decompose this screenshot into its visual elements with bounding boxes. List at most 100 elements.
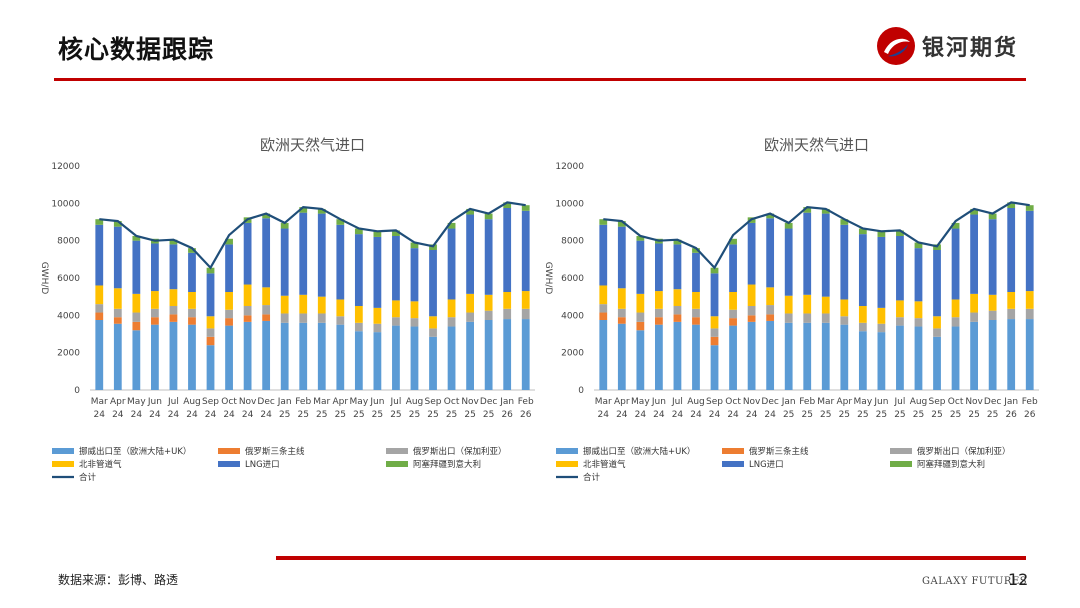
bar-segment bbox=[225, 244, 233, 292]
bar-segment bbox=[729, 238, 737, 245]
x-tick-label: Feb bbox=[1022, 397, 1038, 407]
y-tick-label: 4000 bbox=[561, 311, 584, 321]
bar-segment bbox=[877, 332, 886, 390]
bar-segment bbox=[299, 322, 308, 390]
bar-segment bbox=[988, 294, 997, 311]
x-tick-label-year: 24 bbox=[94, 410, 106, 420]
bar-segment bbox=[729, 292, 737, 310]
bar-segment bbox=[970, 208, 978, 215]
x-tick-label: Nov bbox=[743, 397, 761, 407]
bar-segment bbox=[373, 231, 382, 237]
x-tick-label: Oct bbox=[221, 397, 237, 407]
bar-segment bbox=[877, 323, 886, 333]
x-tick-label-year: 25 bbox=[446, 410, 457, 420]
bar-segment bbox=[429, 316, 437, 329]
x-tick-label: Jul bbox=[167, 397, 179, 407]
x-tick-label: May bbox=[854, 397, 873, 407]
y-tick-label: 2000 bbox=[561, 349, 584, 359]
bar-segment bbox=[673, 306, 682, 315]
bar-segment bbox=[766, 218, 775, 288]
bar-segment bbox=[225, 238, 233, 245]
bar-segment bbox=[336, 224, 345, 300]
bar-segment bbox=[280, 322, 289, 390]
bar-segment bbox=[262, 305, 271, 315]
bar-segment bbox=[410, 248, 419, 302]
bar-segment bbox=[206, 336, 215, 346]
bar-segment bbox=[243, 306, 252, 316]
bar-segment bbox=[673, 289, 682, 306]
bar-segment bbox=[429, 250, 437, 317]
y-axis-label: GWH/D bbox=[543, 262, 553, 295]
bar-segment bbox=[225, 292, 233, 310]
bar-segment bbox=[280, 295, 289, 314]
bar-segment bbox=[673, 321, 682, 390]
bar-segment bbox=[747, 222, 756, 285]
bar-segment bbox=[951, 299, 960, 318]
bar-segment bbox=[484, 213, 493, 220]
x-tick-label-year: 25 bbox=[353, 410, 364, 420]
bar-segment bbox=[747, 306, 756, 316]
x-tick-label-year: 25 bbox=[968, 410, 979, 420]
x-tick-label: Mar bbox=[313, 397, 330, 407]
bar-segment bbox=[951, 228, 960, 300]
x-tick-label: Apr bbox=[333, 397, 349, 407]
chart-left-svg: 欧洲天然气进口 GWH/D 0 2000 4000 6000 8000 10000 12000 M… bbox=[39, 136, 535, 483]
bar-segment bbox=[821, 322, 830, 390]
legend-label: 合计 bbox=[79, 472, 97, 483]
bar-segment bbox=[113, 221, 122, 227]
chart-right: 欧洲天然气进口 GWH/D 0 2000 4000 6000 8000 10000 12000 M… bbox=[534, 130, 1054, 500]
bar-segment bbox=[113, 288, 122, 309]
x-tick-label-year: 24 bbox=[149, 410, 161, 420]
bar-segment bbox=[988, 310, 997, 320]
x-tick-label-year: 24 bbox=[727, 410, 739, 420]
bar-segment bbox=[803, 322, 812, 390]
bar-segment bbox=[617, 323, 626, 390]
brand-name: 银河期货 bbox=[922, 36, 1019, 61]
bar-segment bbox=[766, 314, 775, 321]
legend-swatch bbox=[890, 461, 912, 467]
bar-segment bbox=[747, 321, 756, 390]
footer-divider bbox=[276, 556, 1026, 560]
x-tick-label: May bbox=[350, 397, 369, 407]
x-tick-label: Jun bbox=[147, 397, 162, 407]
bar-segment bbox=[784, 313, 793, 323]
legend-swatch bbox=[218, 448, 240, 454]
x-tick-label: Jul bbox=[390, 397, 402, 407]
x-tick-label-year: 25 bbox=[857, 410, 868, 420]
bar-segment bbox=[188, 308, 196, 318]
y-tick-label: 12000 bbox=[555, 162, 584, 172]
bar-segment bbox=[803, 313, 812, 323]
bar-segment bbox=[410, 301, 419, 319]
bar-segment bbox=[206, 316, 215, 329]
bar-segment bbox=[803, 207, 812, 213]
bar-segment bbox=[914, 248, 923, 302]
bar-segment bbox=[336, 316, 345, 325]
bar-segment bbox=[447, 326, 456, 390]
bar-segment bbox=[354, 331, 363, 390]
bar-segment bbox=[410, 318, 419, 327]
bar-segment bbox=[914, 318, 923, 327]
bar-segment bbox=[503, 308, 512, 320]
bar-segment bbox=[373, 236, 382, 308]
x-tick-label: Nov bbox=[239, 397, 257, 407]
bar-segment bbox=[803, 212, 812, 295]
bar-segment bbox=[132, 236, 141, 241]
x-tick-label-year: 24 bbox=[223, 410, 235, 420]
x-tick-label-year: 25 bbox=[298, 410, 309, 420]
bar-segment bbox=[447, 228, 456, 300]
bar-segment bbox=[1007, 308, 1016, 320]
legend-label: 合计 bbox=[583, 472, 601, 483]
bar-segment bbox=[169, 314, 178, 322]
bar-segment bbox=[803, 294, 812, 314]
x-tick-label: Aug bbox=[687, 397, 705, 407]
bar-segment bbox=[840, 324, 849, 390]
legend-swatch bbox=[556, 448, 578, 454]
x-tick-label: Jun bbox=[651, 397, 666, 407]
bar-segment bbox=[336, 324, 345, 390]
bar-segment bbox=[429, 336, 437, 390]
x-tick-label-year: 24 bbox=[690, 410, 702, 420]
bar-segment bbox=[784, 228, 793, 296]
bar-segment bbox=[933, 250, 941, 317]
x-tick-label: Oct bbox=[444, 397, 460, 407]
bar-segment bbox=[858, 322, 867, 332]
